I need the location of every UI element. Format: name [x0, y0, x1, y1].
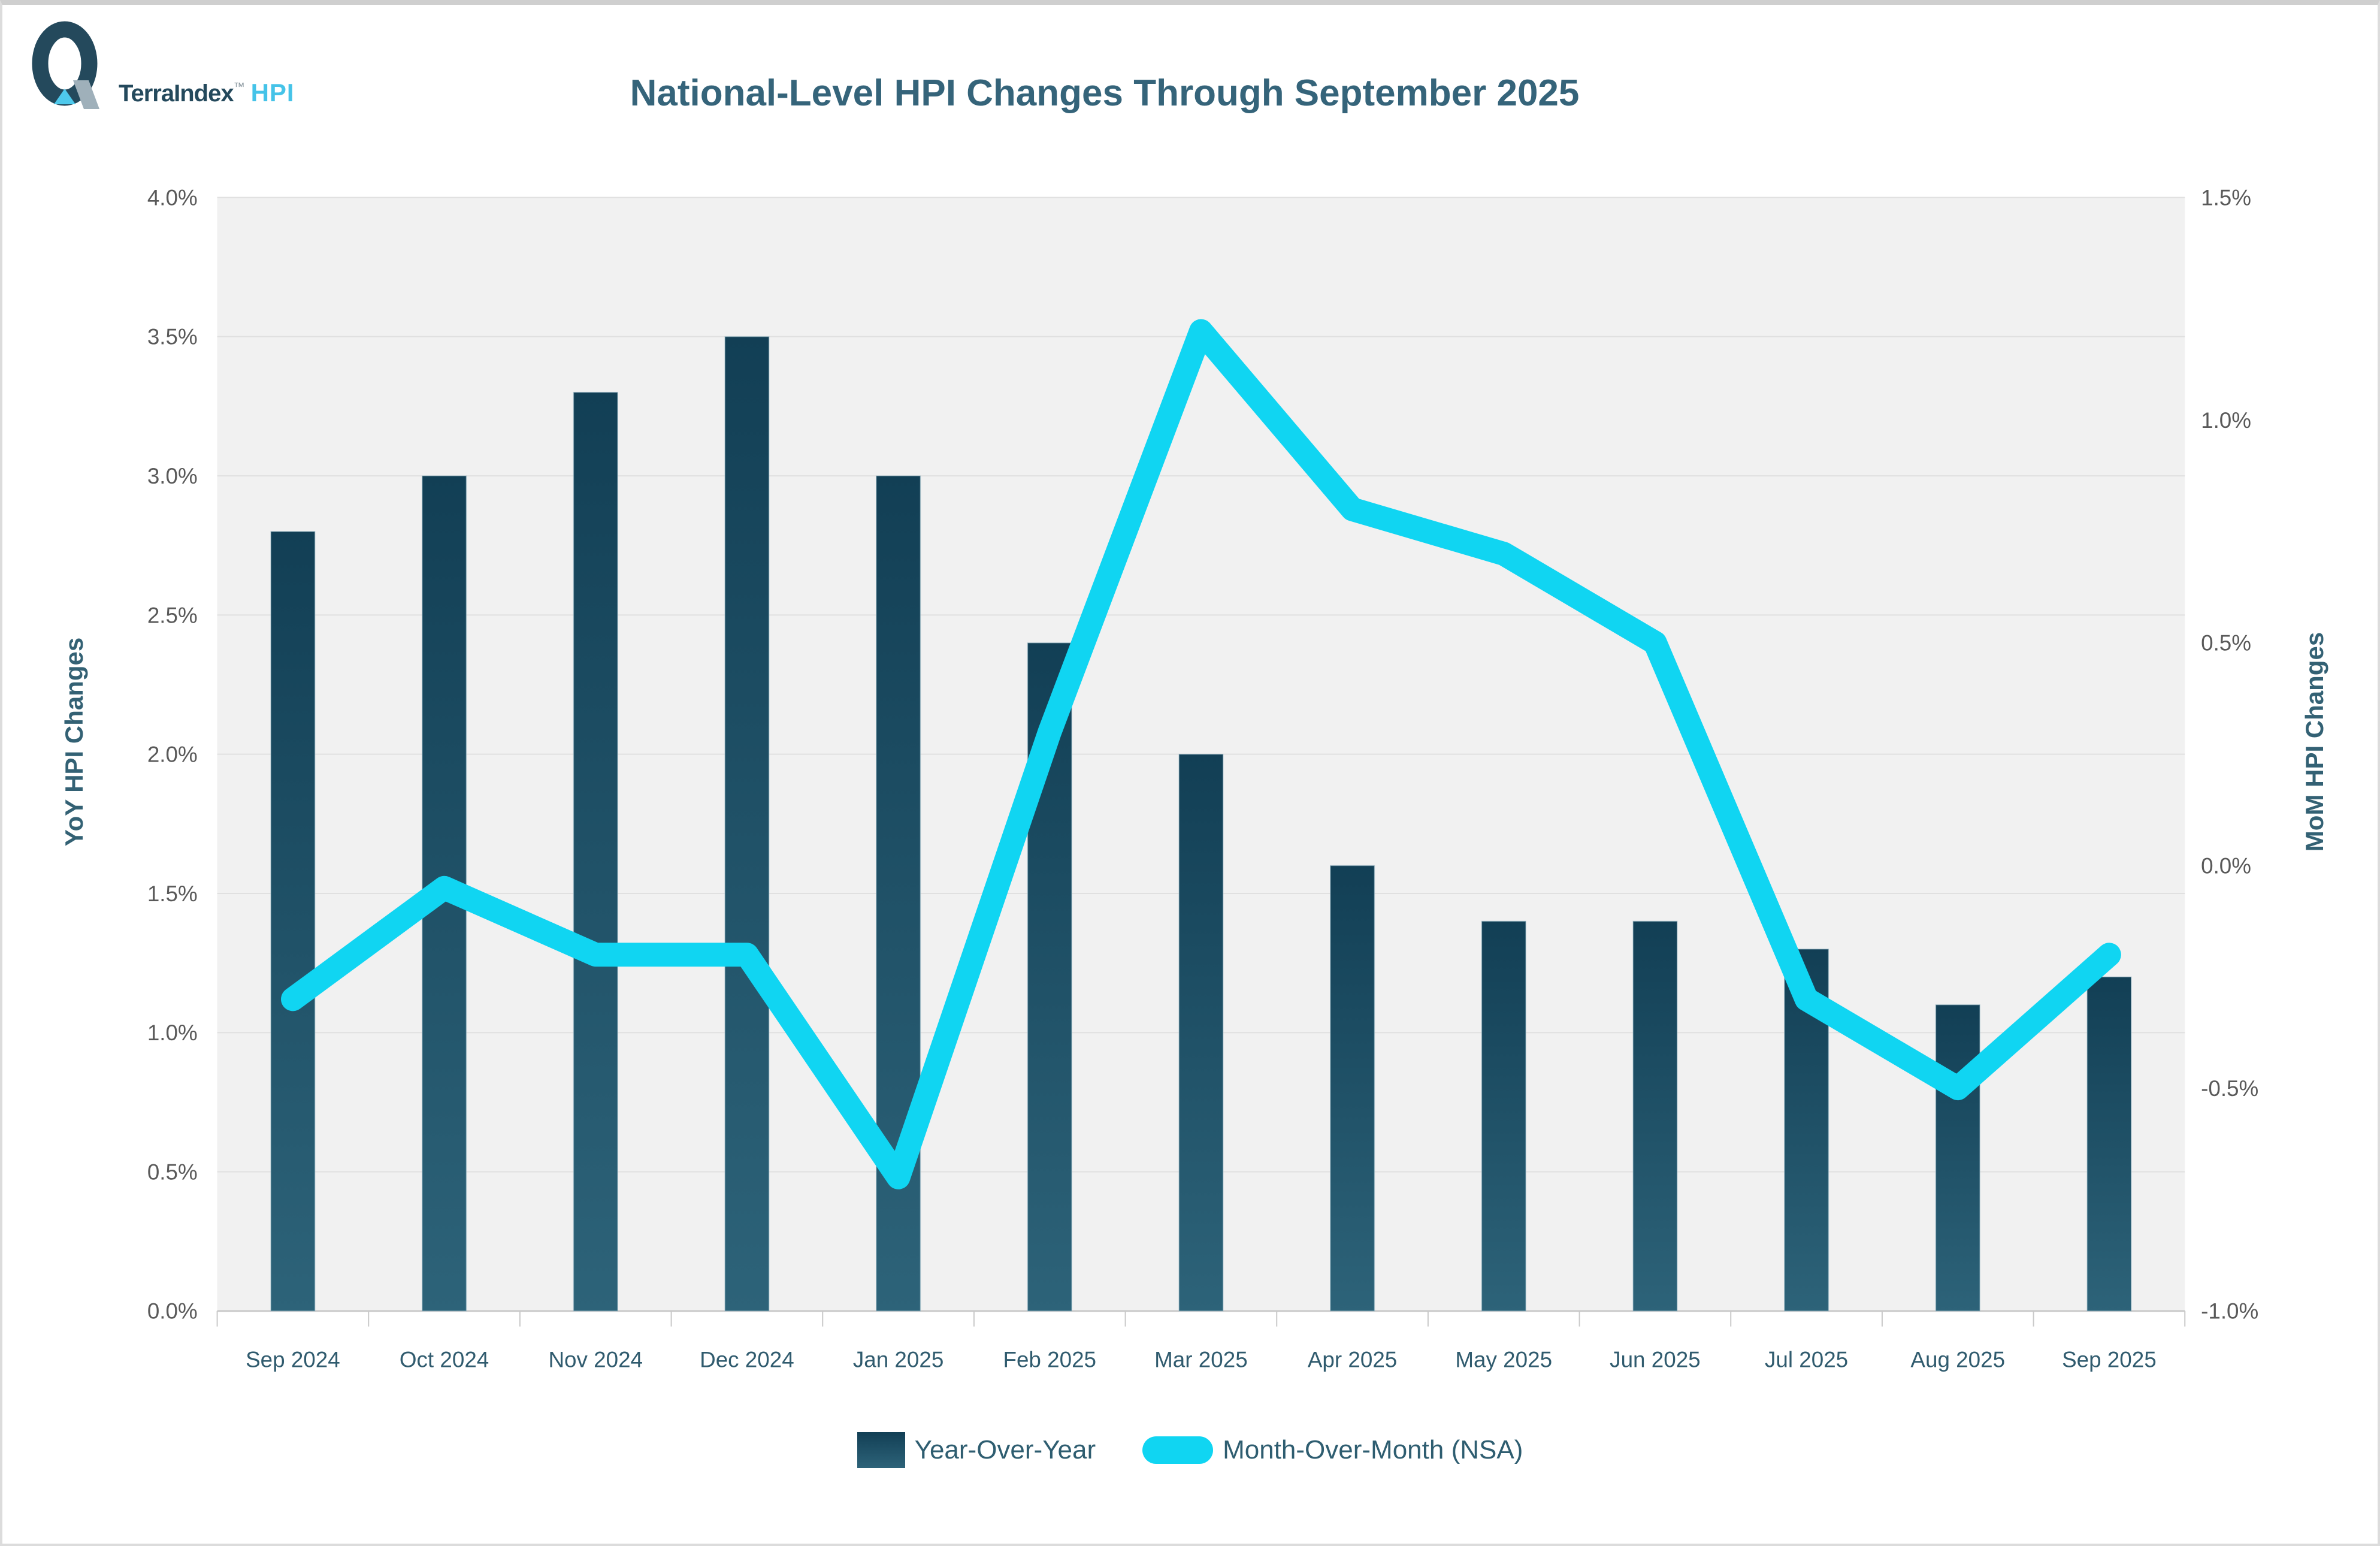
yoy-bar-sep-2025 — [2086, 976, 2132, 1312]
left-axis-tick-label: 3.5% — [147, 325, 198, 349]
mom-line-swatch-icon — [1142, 1436, 1214, 1464]
left-axis-tick-label: 2.0% — [147, 742, 198, 767]
logo-product: HPI — [250, 78, 295, 107]
x-axis-label-jan-2025: Jan 2025 — [853, 1347, 943, 1372]
right-axis-tick-label: -1.0% — [2201, 1299, 2258, 1324]
yoy-bar-apr-2025 — [1330, 865, 1375, 1312]
legend-label-yoy: Year-Over-Year — [914, 1435, 1096, 1465]
left-axis-tick-label: 1.5% — [147, 881, 198, 906]
yoy-bar-nov-2024 — [573, 391, 618, 1312]
yoy-bar-swatch-icon — [857, 1432, 905, 1468]
right-axis-tick-label: 0.5% — [2201, 631, 2251, 656]
x-axis-label-sep-2025: Sep 2025 — [2062, 1347, 2157, 1372]
right-axis-title: MoM HPI Changes — [2300, 632, 2328, 852]
x-axis-label-sep-2024: Sep 2024 — [246, 1347, 340, 1372]
left-axis-tick-label: 0.5% — [147, 1160, 198, 1184]
logo-trademark: ™ — [233, 81, 245, 93]
x-axis-label-aug-2025: Aug 2025 — [1910, 1347, 2005, 1372]
legend-item-mom: Month-Over-Month (NSA) — [1142, 1435, 1523, 1465]
x-axis-label-mar-2025: Mar 2025 — [1154, 1347, 1248, 1372]
x-axis-label-feb-2025: Feb 2025 — [1003, 1347, 1096, 1372]
x-axis-label-oct-2024: Oct 2024 — [400, 1347, 489, 1372]
legend-item-yoy: Year-Over-Year — [857, 1432, 1096, 1468]
x-axis-label-may-2025: May 2025 — [1455, 1347, 1552, 1372]
logo-wordmark: TerraIndex™ HPI — [119, 78, 295, 107]
yoy-bar-aug-2025 — [1935, 1004, 1980, 1312]
left-axis-title: YoY HPI Changes — [60, 637, 88, 847]
right-axis-tick-label: 1.0% — [2201, 408, 2251, 433]
yoy-bar-mar-2025 — [1178, 753, 1224, 1312]
left-axis-tick-label: 0.0% — [147, 1299, 198, 1324]
x-axis-label-jun-2025: Jun 2025 — [1610, 1347, 1700, 1372]
yoy-bar-may-2025 — [1481, 920, 1526, 1312]
terraindex-q-icon — [32, 21, 99, 109]
x-axis-label-nov-2024: Nov 2024 — [548, 1347, 643, 1372]
x-axis-label-jul-2025: Jul 2025 — [1765, 1347, 1848, 1372]
right-axis-tick-label: 0.0% — [2201, 853, 2251, 878]
left-axis-tick-label: 1.0% — [147, 1020, 198, 1045]
left-axis-tick-label: 2.5% — [147, 603, 198, 627]
right-axis-tick-label: -0.5% — [2201, 1076, 2258, 1101]
right-axis-tick-label: 1.5% — [2201, 185, 2251, 210]
hpi-chart: 4.0% 3.5% 3.0% 2.5% 2.0% 1.5% 1.0% 0.5% 0.0% 1.5%… — [147, 185, 2258, 1372]
chart-title: National-Level HPI Changes Through Septe… — [630, 73, 1580, 114]
x-axis-label-dec-2024: Dec 2024 — [700, 1347, 794, 1372]
logo-brand: TerraIndex — [119, 80, 234, 107]
chart-legend: Year-Over-Year Month-Over-Month (NSA) — [2, 1432, 2378, 1468]
left-axis-tick-label: 3.0% — [147, 464, 198, 488]
yoy-bar-sep-2024 — [270, 531, 316, 1312]
terraindex-logo: TerraIndex™ HPI — [18, 14, 295, 113]
yoy-bar-dec-2024 — [724, 336, 770, 1312]
x-axis-label-apr-2025: Apr 2025 — [1308, 1347, 1397, 1372]
legend-label-mom: Month-Over-Month (NSA) — [1223, 1435, 1523, 1465]
yoy-bar-jun-2025 — [1632, 920, 1678, 1312]
left-axis-tick-label: 4.0% — [147, 185, 198, 210]
mom-line — [281, 319, 2121, 1189]
